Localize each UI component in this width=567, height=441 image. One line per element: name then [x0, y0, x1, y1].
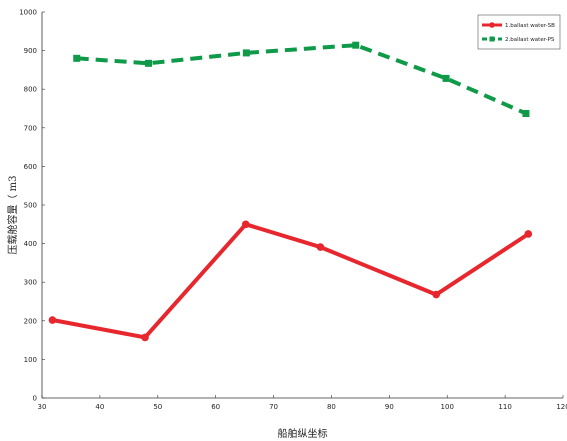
series-1-point: [141, 334, 149, 342]
legend: 1.ballast water-SB 2.ballast water-PS: [478, 15, 560, 49]
y-tick-label: 200: [24, 317, 37, 325]
x-tick-label: 30: [38, 403, 47, 411]
y-tick-label: 1000: [19, 9, 37, 17]
y-tick-label: 700: [24, 124, 37, 132]
legend-label: 1.ballast water-SB: [505, 23, 555, 29]
series-2-point: [243, 49, 250, 56]
x-tick-label: 80: [327, 403, 336, 411]
series-2-point: [443, 75, 450, 82]
x-tick-label: 40: [95, 403, 104, 411]
y-tick-label: 800: [24, 86, 37, 94]
series-1-point: [49, 316, 57, 324]
y-axis-ticks: 0 100 200 300 400 500 600 700 800 900 1000: [19, 9, 45, 403]
y-tick-label: 0: [33, 395, 37, 403]
y-tick-label: 300: [24, 279, 37, 287]
x-tick-label: 90: [385, 403, 394, 411]
x-tick-label: 60: [211, 403, 220, 411]
legend-box: [478, 15, 560, 49]
series-1-point: [242, 221, 250, 229]
series-line-2: [77, 45, 526, 113]
series-2-point: [145, 60, 152, 67]
x-axis-ticks: 30 40 50 60 70 80 90 100 110 120: [38, 395, 567, 411]
legend-swatch-marker: [490, 37, 495, 42]
x-tick-label: 110: [498, 403, 511, 411]
legend-swatch-marker: [489, 22, 495, 28]
legend-label: 2.ballast water-PS: [505, 37, 555, 43]
x-tick-label: 70: [269, 403, 278, 411]
series-layer: [49, 42, 532, 342]
y-tick-label: 400: [24, 240, 37, 248]
y-tick-label: 600: [24, 163, 37, 171]
series-2-point: [522, 110, 529, 117]
y-tick-label: 500: [24, 202, 37, 210]
series-2-point: [352, 42, 359, 49]
series-2-point: [73, 55, 80, 62]
x-tick-label: 100: [441, 403, 454, 411]
x-tick-label: 120: [556, 403, 567, 411]
y-tick-label: 900: [24, 47, 37, 55]
x-axis-title: 船舶纵坐标: [278, 427, 328, 440]
series-1-point: [317, 243, 325, 251]
x-tick-label: 50: [153, 403, 162, 411]
axes: [42, 12, 563, 398]
series-1-point: [432, 291, 440, 299]
y-axis-title: 压载舱容量（ m3: [6, 175, 19, 254]
series-line-1: [52, 224, 528, 337]
y-tick-label: 100: [24, 356, 37, 364]
series-1-point: [524, 230, 532, 238]
